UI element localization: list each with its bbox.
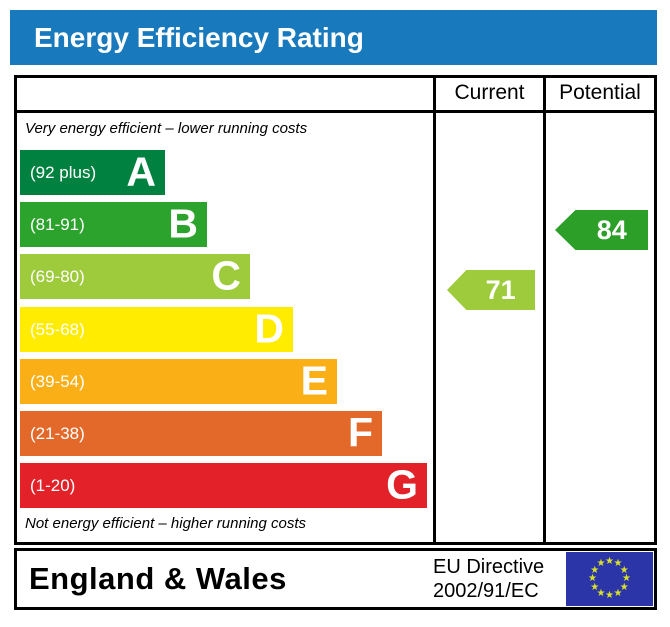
potential-rating-arrow: 84 xyxy=(555,210,648,250)
band-f-letter: F xyxy=(347,409,373,456)
eu-flag-star: ★ xyxy=(619,564,629,576)
band-c-range: (69-80) xyxy=(30,267,85,286)
band-e-range: (39-54) xyxy=(30,372,85,391)
band-d-letter: D xyxy=(254,305,284,352)
eu-flag-star: ★ xyxy=(588,573,597,584)
potential-rating-value: 84 xyxy=(596,215,627,245)
band-b: (81-91) B xyxy=(20,202,207,247)
eu-flag-star: ★ xyxy=(605,590,614,601)
footer-bar: England & Wales EU Directive 2002/91/EC … xyxy=(14,548,657,610)
eu-directive-line2: 2002/91/EC xyxy=(433,580,539,602)
band-d-range: (55-68) xyxy=(30,320,85,339)
eu-flag-star: ★ xyxy=(596,558,606,570)
band-e-letter: E xyxy=(300,357,328,404)
eu-flag-star: ★ xyxy=(613,587,623,599)
current-rating-arrow: 71 xyxy=(447,270,535,310)
band-b-range: (81-91) xyxy=(30,215,85,234)
bottom-caption: Not energy efficient – higher running co… xyxy=(25,515,306,532)
top-caption: Very energy efficient – lower running co… xyxy=(25,120,308,137)
rating-table: Current Potential Very energy efficient … xyxy=(14,75,657,545)
potential-column-header: Potential xyxy=(559,81,641,104)
eu-flag-star: ★ xyxy=(596,587,606,599)
current-column-header: Current xyxy=(454,81,525,104)
potential-column-divider xyxy=(543,78,546,542)
band-d: (55-68) D xyxy=(20,307,293,352)
title-bar: Energy Efficiency Rating xyxy=(10,10,657,65)
band-g: (1-20) G xyxy=(20,463,427,508)
current-column-divider xyxy=(433,78,436,542)
band-b-letter: B xyxy=(168,200,198,247)
band-g-letter: G xyxy=(386,461,418,508)
eu-flag-star: ★ xyxy=(619,581,629,593)
eu-flag-star: ★ xyxy=(590,564,600,576)
band-g-range: (1-20) xyxy=(30,476,76,495)
eu-directive-line1: EU Directive xyxy=(433,556,545,578)
eu-directive-label: EU Directive 2002/91/EC xyxy=(433,555,544,603)
band-a: (92 plus) A xyxy=(20,150,165,195)
current-rating-value: 71 xyxy=(485,275,516,305)
eu-flag-star: ★ xyxy=(622,573,631,584)
eu-flag-star: ★ xyxy=(613,558,623,570)
eu-flag-icon: ★ ★ ★ ★ ★ ★ ★ ★ ★ ★ ★ ★ xyxy=(566,552,653,606)
band-a-letter: A xyxy=(126,148,156,195)
eu-flag-star: ★ xyxy=(590,581,600,593)
band-a-range: (92 plus) xyxy=(30,163,97,182)
region-label: England & Wales xyxy=(29,561,287,596)
band-e: (39-54) E xyxy=(20,359,337,404)
band-c-letter: C xyxy=(211,252,241,299)
page-title: Energy Efficiency Rating xyxy=(34,22,364,53)
band-c: (69-80) C xyxy=(20,254,250,299)
table-header-row: Current Potential xyxy=(17,78,654,113)
band-f: (21-38) F xyxy=(20,411,382,456)
eu-flag-star: ★ xyxy=(605,556,614,567)
band-f-range: (21-38) xyxy=(30,424,85,443)
